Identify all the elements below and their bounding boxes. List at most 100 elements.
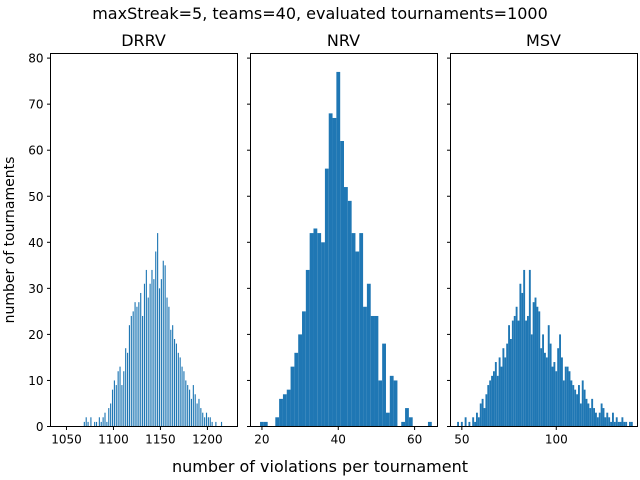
bar-msv bbox=[525, 320, 527, 427]
bar-msv bbox=[468, 421, 471, 427]
bar-drrv bbox=[95, 421, 98, 427]
bar-msv bbox=[517, 320, 520, 427]
bar-nrv bbox=[382, 343, 386, 427]
bar-msv bbox=[566, 366, 569, 427]
bar-nrv bbox=[385, 412, 390, 427]
bar-drrv bbox=[140, 292, 142, 427]
bar-drrv bbox=[187, 385, 189, 427]
xticks-drrv: 1050 1100 1150 1200 bbox=[51, 426, 223, 447]
panel-title-nrv: NRV bbox=[327, 31, 360, 50]
bar-msv bbox=[574, 389, 577, 427]
bar-drrv bbox=[117, 371, 119, 427]
bar-msv bbox=[579, 403, 582, 427]
bar-msv bbox=[608, 417, 611, 427]
y-tick-label-drrv: 60 bbox=[28, 144, 43, 158]
bar-msv bbox=[502, 348, 505, 427]
bar-drrv bbox=[179, 357, 181, 427]
bar-drrv bbox=[192, 385, 194, 427]
bar-drrv bbox=[102, 417, 104, 427]
bar-drrv bbox=[202, 412, 204, 427]
bar-msv bbox=[498, 357, 501, 427]
bar-msv bbox=[585, 398, 588, 427]
bar-nrv bbox=[427, 421, 432, 427]
bar-drrv bbox=[172, 325, 174, 427]
bar-msv bbox=[472, 417, 475, 427]
bar-msv bbox=[536, 306, 539, 427]
bar-nrv bbox=[405, 408, 409, 427]
bar-drrv bbox=[151, 269, 153, 427]
bar-nrv bbox=[389, 375, 394, 427]
bar-drrv bbox=[126, 352, 129, 427]
bar-msv bbox=[483, 408, 486, 427]
bar-msv bbox=[619, 421, 622, 427]
bar-drrv bbox=[134, 302, 136, 427]
bar-nrv bbox=[393, 380, 398, 427]
bar-msv bbox=[547, 325, 550, 427]
bar-nrv bbox=[286, 389, 291, 427]
x-tick-label-drrv: 1100 bbox=[98, 433, 129, 447]
bar-nrv bbox=[279, 398, 283, 427]
bar-msv bbox=[617, 421, 620, 427]
bar-msv bbox=[515, 306, 518, 427]
bar-drrv bbox=[119, 366, 121, 427]
bar-drrv bbox=[149, 283, 151, 427]
bar-drrv bbox=[164, 265, 166, 427]
bar-msv bbox=[561, 357, 563, 427]
bar-drrv bbox=[220, 421, 223, 427]
bar-msv bbox=[596, 417, 599, 427]
bar-msv bbox=[578, 385, 580, 427]
bar-msv bbox=[510, 339, 512, 427]
bar-nrv bbox=[313, 228, 318, 427]
y-tick-label-drrv: 20 bbox=[28, 328, 43, 342]
bar-drrv bbox=[162, 260, 164, 427]
bar-drrv bbox=[157, 233, 159, 427]
bar-msv bbox=[474, 421, 476, 427]
bar-drrv bbox=[175, 343, 177, 427]
bar-drrv bbox=[194, 394, 196, 427]
bar-msv bbox=[613, 421, 616, 427]
bar-msv bbox=[513, 315, 516, 427]
y-tick-label-drrv: 0 bbox=[36, 420, 44, 434]
y-tick-label-drrv: 30 bbox=[28, 282, 43, 296]
bar-nrv bbox=[344, 187, 348, 427]
bar-nrv bbox=[305, 269, 310, 427]
bar-msv bbox=[534, 297, 537, 427]
bar-drrv bbox=[85, 417, 87, 427]
x-tick-label-nrv: 40 bbox=[331, 433, 346, 447]
figure-xlabel: number of violations per tournament bbox=[172, 457, 468, 476]
bar-msv bbox=[460, 421, 463, 427]
bar-msv bbox=[544, 352, 546, 427]
bar-msv bbox=[538, 311, 541, 427]
panel-msv: MSV 50 100 bbox=[447, 31, 638, 447]
x-tick-label-msv: 100 bbox=[545, 433, 568, 447]
bar-drrv bbox=[183, 371, 185, 427]
bar-msv bbox=[464, 417, 467, 427]
xticks-msv: 50 100 bbox=[454, 426, 568, 447]
bar-msv bbox=[485, 394, 488, 427]
bar-nrv bbox=[366, 283, 371, 427]
bar-drrv bbox=[128, 325, 130, 427]
bar-msv bbox=[555, 371, 558, 427]
bar-msv bbox=[511, 320, 514, 427]
bar-msv bbox=[528, 269, 531, 427]
bar-msv bbox=[519, 283, 522, 427]
panel-title-msv: MSV bbox=[526, 31, 561, 50]
bar-nrv bbox=[359, 233, 364, 427]
bar-drrv bbox=[185, 380, 187, 427]
bar-drrv bbox=[211, 421, 213, 427]
bar-msv bbox=[576, 394, 578, 427]
bar-msv bbox=[591, 398, 594, 427]
bar-msv bbox=[496, 375, 499, 427]
bar-msv bbox=[623, 421, 626, 427]
bar-nrv bbox=[321, 242, 325, 427]
bar-nrv bbox=[309, 233, 314, 427]
panel-drrv: DRRV 1050 1100 1150 1200 0 10 20 30 40 50 60 70 80 bbox=[28, 31, 238, 447]
bar-msv bbox=[493, 371, 495, 427]
bar-drrv bbox=[173, 339, 176, 427]
y-tick-label-drrv: 80 bbox=[28, 52, 43, 66]
bar-nrv bbox=[317, 233, 322, 427]
y-tick-label-drrv: 10 bbox=[28, 374, 43, 388]
bar-msv bbox=[615, 417, 618, 427]
bar-drrv bbox=[138, 302, 140, 427]
